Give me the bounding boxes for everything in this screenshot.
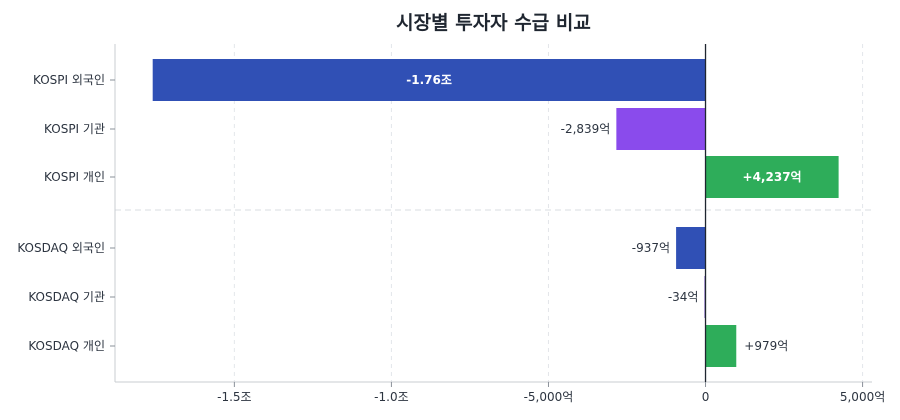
chart-title: 시장별 투자자 수급 비교: [396, 12, 591, 34]
x-tick-label: -1.0조: [374, 390, 408, 404]
bar: [152, 59, 706, 101]
bar: [676, 227, 706, 269]
category-label: KOSDAQ 외국인: [17, 241, 105, 255]
data-label: -34억: [668, 290, 699, 304]
category-label: KOSPI 개인: [44, 170, 105, 184]
x-tick-label: -1.5조: [217, 390, 251, 404]
data-label: -2,839억: [561, 122, 611, 136]
data-label: +979억: [744, 339, 788, 353]
category-label: KOSDAQ 기관: [28, 290, 105, 304]
x-tick-label: -5,000억: [524, 390, 574, 404]
x-tick-label: 0: [702, 390, 710, 404]
bar: [705, 325, 737, 367]
data-label: +4,237억: [743, 170, 802, 184]
category-label: KOSDAQ 개인: [28, 339, 105, 353]
data-label: -1.76조: [406, 73, 452, 87]
data-label: -937억: [632, 241, 670, 255]
bar: [705, 156, 839, 198]
category-label: KOSPI 기관: [44, 122, 105, 136]
bar: [616, 108, 706, 150]
x-tick-label: 5,000억: [840, 390, 885, 404]
category-label: KOSPI 외국인: [33, 73, 105, 87]
